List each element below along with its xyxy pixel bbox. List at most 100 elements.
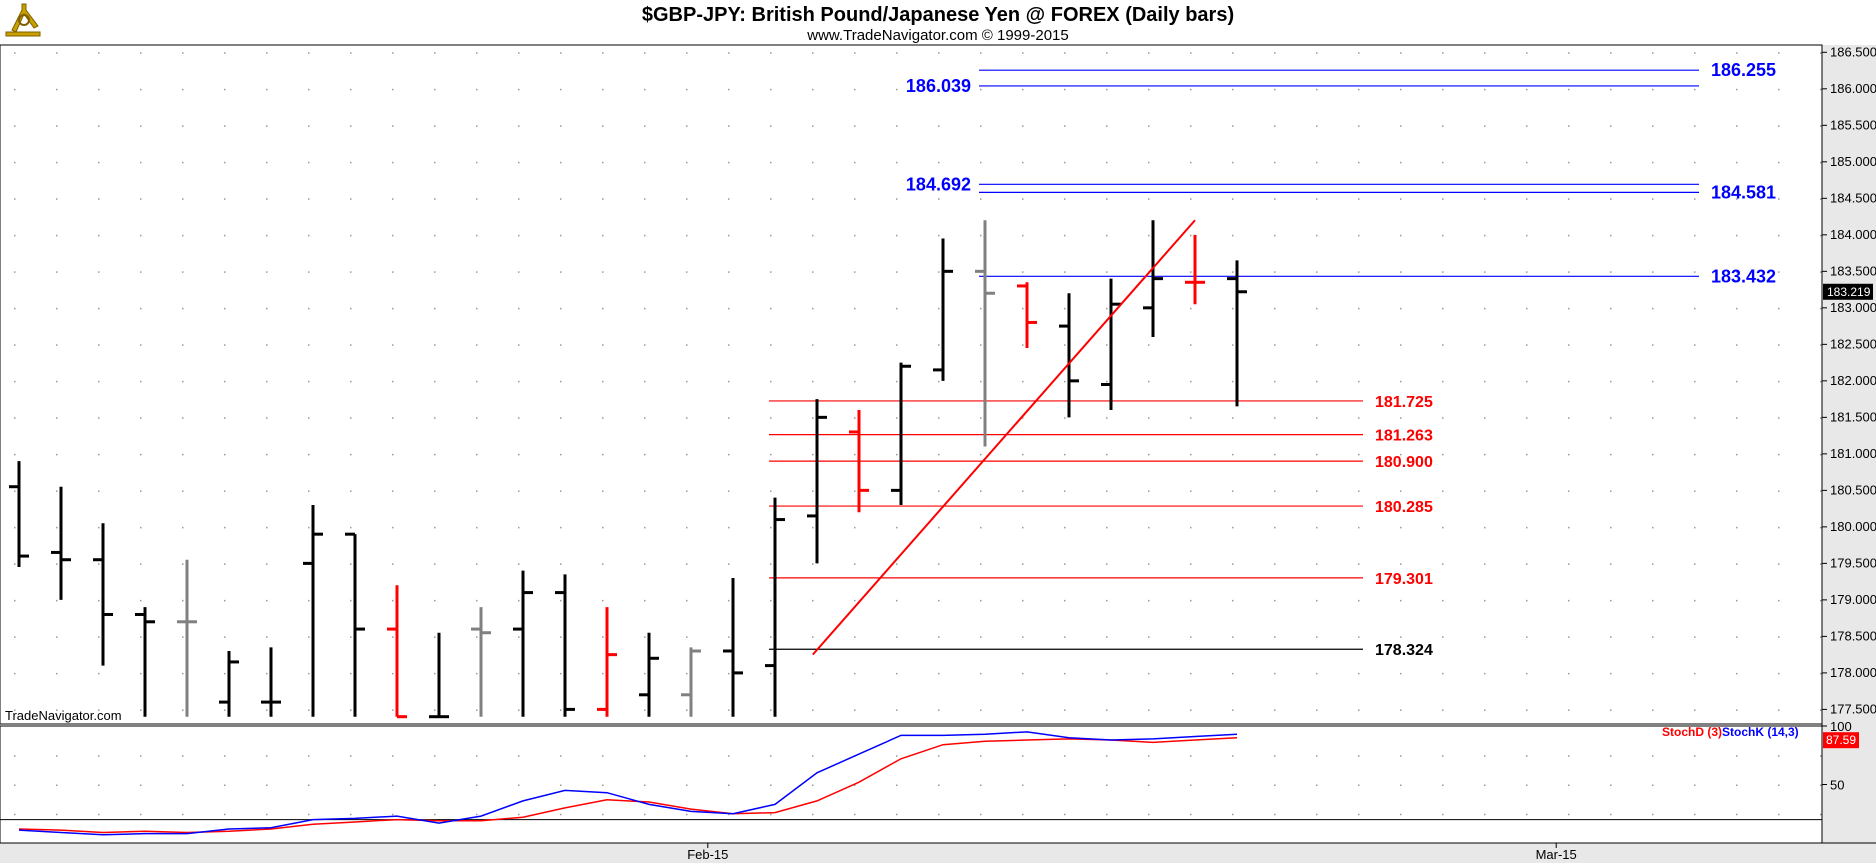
ohlc-bar <box>849 410 869 513</box>
grid-dot <box>308 52 310 54</box>
price-axis-area <box>1822 45 1876 843</box>
grid-dot <box>1274 672 1276 675</box>
grid-dot <box>518 198 520 200</box>
grid-dot <box>1316 784 1318 786</box>
grid-dot <box>602 271 604 273</box>
grid-dot <box>1022 380 1024 383</box>
price-tick-label: 183.500 <box>1830 263 1876 278</box>
grid-dot <box>518 52 520 54</box>
grid-dot <box>728 784 730 786</box>
grid-dot <box>1400 490 1402 492</box>
grid-dot <box>980 784 982 786</box>
grid-dot <box>938 417 940 419</box>
grid-dot <box>980 755 982 757</box>
ohlc-bar <box>345 532 365 717</box>
grid-dot <box>560 490 562 492</box>
grid-dot <box>140 636 142 638</box>
price-tick-label: 178.500 <box>1830 628 1876 643</box>
grid-dot <box>812 198 814 200</box>
grid-dot <box>1694 636 1696 638</box>
price-level-label: 179.301 <box>1375 571 1433 588</box>
grid-dot <box>896 813 898 816</box>
grid-dot <box>938 307 940 310</box>
grid-dot <box>812 234 814 237</box>
price-tick-label: 182.500 <box>1830 336 1876 351</box>
grid-dot <box>560 599 562 602</box>
grid-dot <box>1736 672 1738 675</box>
grid-dot <box>1526 563 1528 565</box>
grid-dot <box>476 813 478 816</box>
grid-dot <box>140 344 142 346</box>
grid-dot <box>1736 271 1738 273</box>
grid-dot <box>854 307 856 310</box>
ohlc-bar <box>9 461 29 568</box>
grid-dot <box>980 88 982 91</box>
grid-dot <box>1736 526 1738 529</box>
grid-dot <box>1400 271 1402 273</box>
ohlc-bar <box>933 238 953 381</box>
grid-dot <box>1820 526 1822 529</box>
grid-dot <box>1400 526 1402 529</box>
grid-dot <box>812 52 814 54</box>
grid-dot <box>266 599 268 602</box>
grid-dot <box>518 234 520 237</box>
grid-dot <box>98 672 100 675</box>
grid-dot <box>1820 490 1822 492</box>
grid-dot <box>1316 234 1318 237</box>
grid-dot <box>1820 344 1822 346</box>
grid-dot <box>56 709 58 711</box>
grid-dot <box>14 234 16 237</box>
grid-dot <box>854 271 856 273</box>
grid-dot <box>1736 344 1738 346</box>
grid-dot <box>1022 672 1024 675</box>
grid-dot <box>812 88 814 91</box>
grid-dot <box>1316 636 1318 638</box>
grid-dot <box>140 417 142 419</box>
grid-dot <box>644 526 646 529</box>
grid-dot <box>1358 563 1360 565</box>
grid-dot <box>1274 755 1276 757</box>
grid-dot <box>1778 563 1780 565</box>
grid-dot <box>140 198 142 200</box>
grid-dot <box>644 490 646 492</box>
grid-dot <box>392 599 394 602</box>
grid-dot <box>1106 307 1108 310</box>
grid-dot <box>308 453 310 456</box>
grid-dot <box>1610 88 1612 91</box>
grid-dot <box>182 755 184 757</box>
grid-dot <box>56 672 58 675</box>
grid-dot <box>1652 88 1654 91</box>
grid-dot <box>1694 271 1696 273</box>
grid-dot <box>896 380 898 383</box>
grid-dot <box>434 125 436 127</box>
grid-dot <box>560 636 562 638</box>
grid-dot <box>1106 784 1108 786</box>
price-level-label: 186.255 <box>1711 60 1776 80</box>
grid-dot <box>1274 161 1276 164</box>
grid-dot <box>1316 813 1318 816</box>
grid-dot <box>98 88 100 91</box>
grid-dot <box>14 161 16 164</box>
stoch-legend-label: StochK (14,3) <box>1722 725 1799 739</box>
grid-dot <box>980 161 982 164</box>
grid-dot <box>1274 784 1276 786</box>
grid-dot <box>1232 307 1234 310</box>
grid-dot <box>350 453 352 456</box>
grid-dot <box>1358 307 1360 310</box>
grid-dot <box>140 784 142 786</box>
grid-dot <box>980 380 982 383</box>
grid-dot <box>56 380 58 383</box>
grid-dot <box>1694 161 1696 164</box>
grid-dot <box>476 307 478 310</box>
grid-dot <box>770 526 772 529</box>
grid-dot <box>896 161 898 164</box>
grid-dot <box>1736 755 1738 757</box>
grid-dot <box>392 709 394 711</box>
grid-dot <box>1022 453 1024 456</box>
grid-dot <box>1484 526 1486 529</box>
grid-dot <box>854 709 856 711</box>
grid-dot <box>1190 784 1192 786</box>
grid-dot <box>1022 563 1024 565</box>
grid-dot <box>1022 307 1024 310</box>
grid-dot <box>560 198 562 200</box>
